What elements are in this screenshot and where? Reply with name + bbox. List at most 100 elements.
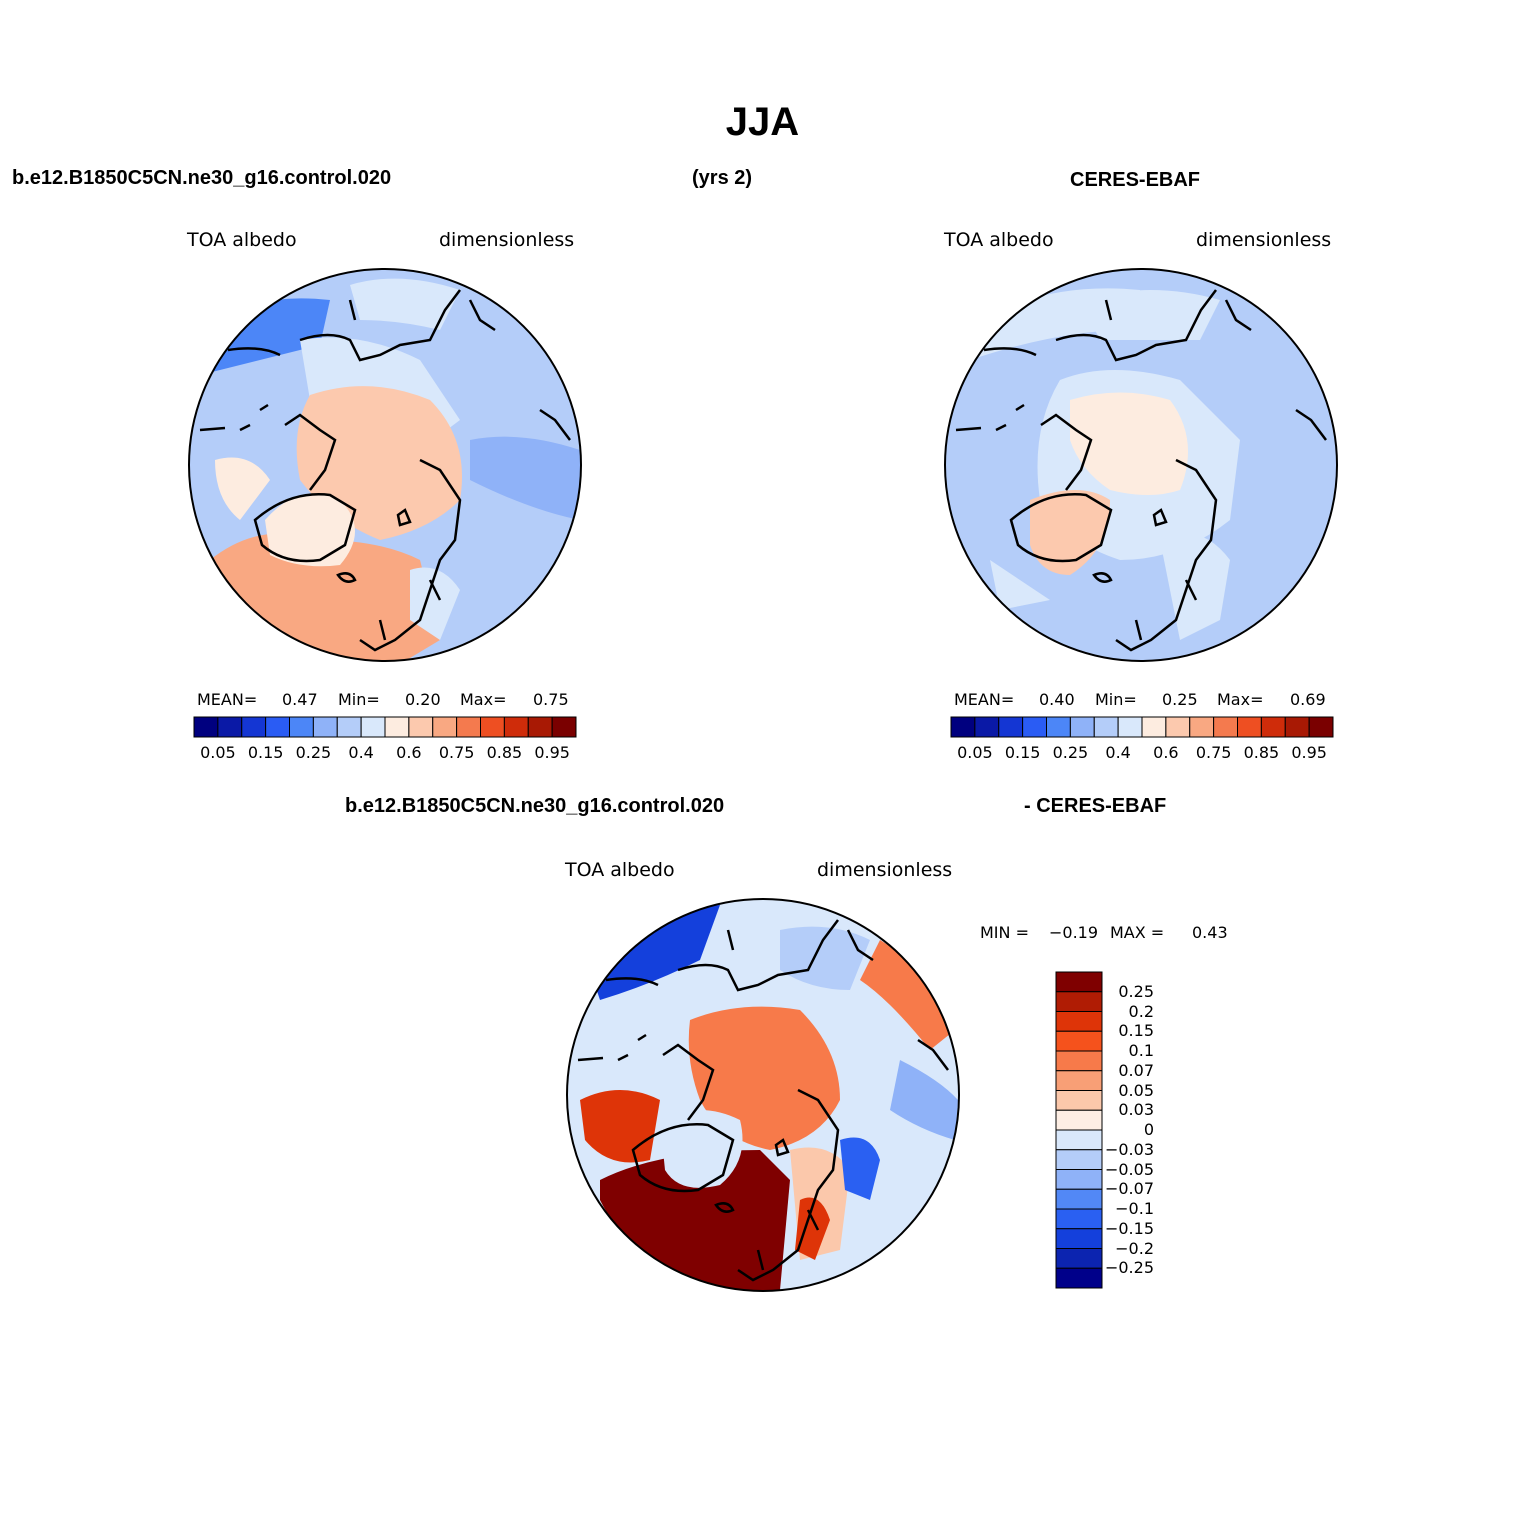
colorbar-swatch bbox=[1213, 716, 1238, 738]
diff-colorbar-swatch bbox=[1055, 1267, 1103, 1289]
colorbar-swatch bbox=[456, 716, 481, 738]
diff-colorbar-swatch bbox=[1055, 1090, 1103, 1111]
diff-colorbar-tick-label: −0.03 bbox=[1104, 1139, 1154, 1159]
colorbar-swatch bbox=[408, 716, 434, 738]
diff-colorbar-tick-label: 0.1 bbox=[1128, 1041, 1154, 1060]
panel1-min-label: Min= bbox=[338, 690, 380, 709]
colorbar-tick-label: 0.05 bbox=[957, 743, 993, 762]
panel2-max-value: 0.69 bbox=[1290, 690, 1326, 709]
colorbar-swatch bbox=[1284, 716, 1310, 738]
colorbar-swatch bbox=[1069, 716, 1095, 738]
diff-variable: TOA albedo bbox=[565, 859, 675, 881]
colorbar-swatch bbox=[241, 716, 267, 738]
diff-colorbar-tick-label: 0.25 bbox=[1118, 981, 1154, 1001]
diff-field bbox=[567, 899, 959, 1291]
panel2-coastlines bbox=[955, 289, 1327, 652]
colorbar-swatch bbox=[1189, 716, 1215, 738]
colorbar-swatch bbox=[527, 716, 553, 738]
diff-obs-case-label: - CERES-EBAF bbox=[1024, 795, 1167, 817]
obs-case-label: CERES-EBAF bbox=[1070, 169, 1201, 191]
diff-max-value: 0.43 bbox=[1192, 923, 1228, 942]
years-label: (yrs 2) bbox=[692, 167, 753, 189]
diff-colorbar-swatch bbox=[1055, 1248, 1103, 1269]
colorbar-swatch bbox=[1093, 716, 1119, 738]
diff-colorbar-tick-label: 0.03 bbox=[1118, 1100, 1154, 1120]
diff-min-value: −0.19 bbox=[1049, 923, 1099, 942]
colorbar-swatch bbox=[312, 716, 338, 738]
panel1-colorbar bbox=[193, 716, 577, 738]
diff-colorbar-swatch bbox=[1055, 1109, 1103, 1131]
diff-colorbar-tick-label: 0.07 bbox=[1118, 1060, 1154, 1080]
colorbar-swatch bbox=[1165, 716, 1191, 738]
diff-frame bbox=[566, 898, 960, 1292]
colorbar-tick-label: 0.75 bbox=[438, 743, 475, 762]
panel2-frame bbox=[944, 268, 1338, 662]
colorbar-tick-label: 0.6 bbox=[396, 743, 422, 762]
colorbar-tick-label: 0.75 bbox=[1195, 743, 1232, 762]
colorbar-swatch bbox=[1237, 716, 1262, 738]
colorbar-swatch bbox=[1141, 716, 1167, 738]
panel2-variable: TOA albedo bbox=[944, 229, 1054, 251]
diff-colorbar-tick-label: −0.15 bbox=[1104, 1218, 1154, 1238]
diff-colorbar-tick-label: 0.05 bbox=[1118, 1080, 1154, 1100]
panel2-units: dimensionless bbox=[1196, 229, 1332, 251]
diff-colorbar-swatch bbox=[1055, 1030, 1103, 1052]
panel2-min-label: Min= bbox=[1095, 690, 1137, 709]
model-case-label: b.e12.B1850C5CN.ne30_g16.control.020 bbox=[12, 167, 392, 189]
diff-colorbar-swatch bbox=[1055, 1169, 1103, 1190]
colorbar-tick-label: 0.05 bbox=[200, 743, 236, 762]
colorbar-swatch bbox=[1308, 716, 1334, 738]
panel1-units: dimensionless bbox=[439, 229, 575, 251]
diff-colorbar-tick-label: 0 bbox=[1143, 1120, 1154, 1139]
colorbar-swatch bbox=[1046, 716, 1071, 738]
colorbar-tick-label: 0.85 bbox=[1243, 743, 1280, 762]
colorbar-tick-label: 0.15 bbox=[247, 743, 284, 762]
diff-colorbar-tick-label: −0.05 bbox=[1104, 1159, 1154, 1179]
diff-colorbar-tick-label: −0.1 bbox=[1115, 1199, 1154, 1218]
colorbar-swatch bbox=[480, 716, 505, 738]
colorbar-tick-label: 0.95 bbox=[534, 743, 570, 762]
colorbar-tick-label: 0.6 bbox=[1153, 743, 1179, 762]
colorbar-swatch bbox=[432, 716, 458, 738]
colorbar-tick-label: 0.4 bbox=[348, 743, 374, 762]
colorbar-swatch bbox=[998, 716, 1024, 738]
panel1-frame bbox=[188, 268, 582, 662]
colorbar-swatch bbox=[1117, 716, 1143, 738]
panel2-mean-value: 0.40 bbox=[1039, 690, 1075, 709]
colorbar-swatch bbox=[1022, 716, 1047, 738]
diff-colorbar-swatch bbox=[1055, 991, 1103, 1012]
colorbar-swatch bbox=[193, 716, 219, 738]
diff-coastlines bbox=[577, 919, 949, 1282]
panel1-variable: TOA albedo bbox=[187, 229, 297, 251]
colorbar-swatch bbox=[217, 716, 243, 738]
panel1-mean-label: MEAN= bbox=[197, 690, 258, 709]
panel1-max-value: 0.75 bbox=[533, 690, 569, 709]
panel1-field bbox=[189, 269, 581, 661]
colorbar-swatch bbox=[360, 716, 386, 738]
diff-colorbar-swatch bbox=[1055, 1050, 1103, 1072]
diff-min-label: MIN = bbox=[980, 923, 1029, 942]
panel2-min-value: 0.25 bbox=[1162, 690, 1198, 709]
diff-colorbar bbox=[1055, 971, 1103, 1289]
panel2-mean-label: MEAN= bbox=[954, 690, 1015, 709]
colorbar-swatch bbox=[265, 716, 290, 738]
panel1-coastlines bbox=[199, 289, 571, 652]
colorbar-swatch bbox=[950, 716, 976, 738]
colorbar-swatch bbox=[384, 716, 410, 738]
diff-colorbar-swatch bbox=[1055, 971, 1103, 993]
panel2-max-label: Max= bbox=[1217, 690, 1264, 709]
diff-colorbar-swatch bbox=[1055, 1129, 1103, 1151]
diff-colorbar-swatch bbox=[1055, 1228, 1103, 1249]
colorbar-swatch bbox=[974, 716, 1000, 738]
colorbar-swatch bbox=[551, 716, 577, 738]
colorbar-swatch bbox=[503, 716, 529, 738]
diff-colorbar-tick-label: −0.25 bbox=[1104, 1258, 1154, 1278]
colorbar-tick-label: 0.25 bbox=[1052, 743, 1089, 762]
diff-colorbar-tick-label: 0.2 bbox=[1128, 1001, 1154, 1021]
diff-colorbar-swatch bbox=[1055, 1011, 1103, 1032]
panel1-min-value: 0.20 bbox=[405, 690, 441, 709]
colorbar-tick-label: 0.15 bbox=[1004, 743, 1041, 762]
diff-colorbar-swatch bbox=[1055, 1188, 1103, 1210]
panel1-max-label: Max= bbox=[460, 690, 507, 709]
panel2-colorbar bbox=[950, 716, 1334, 738]
